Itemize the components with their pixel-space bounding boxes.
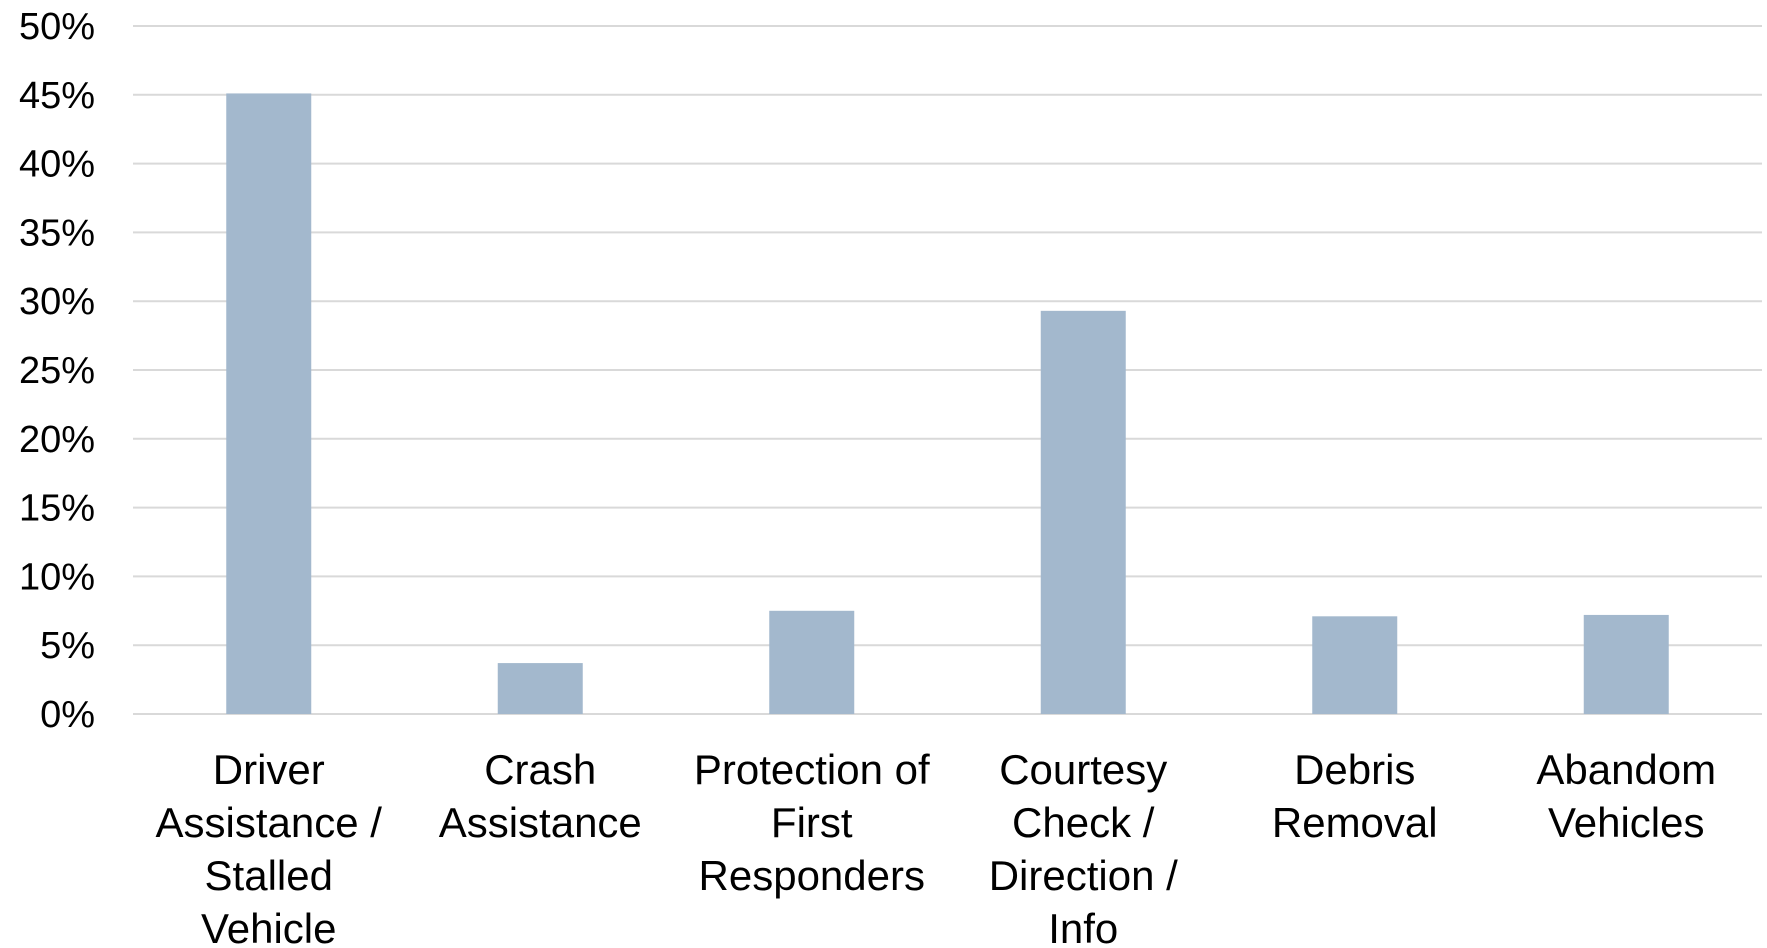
x-category-label: Debris Removal [1272,746,1438,846]
x-category-label-line: Crash [484,746,596,793]
x-axis-categories: Driver Assistance / Stalled Vehicle Crash Ass… [156,746,1717,948]
bar-1 [497,663,583,714]
x-category-label: Driver Assistance / Stalled Vehicle [156,746,383,948]
x-category-label-line: First [771,799,853,846]
x-category-label-line: Info [1048,905,1118,948]
x-category-label-line: Removal [1272,799,1438,846]
y-tick-label: 45% [19,75,95,117]
x-category-label-line: Courtesy [999,746,1167,793]
x-category-label-line: Abandom [1536,746,1716,793]
x-category-label-line: Stalled [205,852,333,899]
x-category-label-line: Responders [699,852,925,899]
y-tick-label: 20% [19,419,95,461]
y-tick-label: 40% [19,144,95,186]
x-category-label: Crash Assistance [439,746,642,846]
bar-4 [1312,616,1398,714]
x-category-label-line: Protection of [694,746,930,793]
gridlines [133,25,1762,715]
x-category-label-line: Vehicles [1548,799,1704,846]
y-tick-label: 5% [40,625,95,667]
x-category-label: Abandom Vehicles [1536,746,1716,846]
x-category-label-line: Direction / [989,852,1178,899]
bars [226,93,1669,714]
bar-5 [1583,614,1669,714]
y-tick-label: 0% [40,694,95,736]
x-category-label: Protection of First Responders [694,746,930,899]
y-axis-ticks: 0% 5% 10% 15% 20% 25% 30% 35% 40% 45% 50% [19,6,95,736]
y-tick-label: 25% [19,350,95,392]
x-category-label: Courtesy Check / Direction / Info [989,746,1178,948]
y-tick-label: 35% [19,212,95,254]
y-tick-label: 30% [19,281,95,323]
bar-3 [1040,310,1126,714]
bar-0 [226,93,312,714]
x-category-label-line: Debris [1294,746,1415,793]
y-tick-label: 15% [19,488,95,530]
bar-2 [769,610,855,714]
y-tick-label: 10% [19,556,95,598]
x-category-label-line: Assistance [439,799,642,846]
x-category-label-line: Check / [1012,799,1155,846]
x-category-label-line: Driver [213,746,325,793]
y-tick-label: 50% [19,6,95,48]
x-category-label-line: Vehicle [201,905,336,948]
x-category-label-line: Assistance / [156,799,383,846]
